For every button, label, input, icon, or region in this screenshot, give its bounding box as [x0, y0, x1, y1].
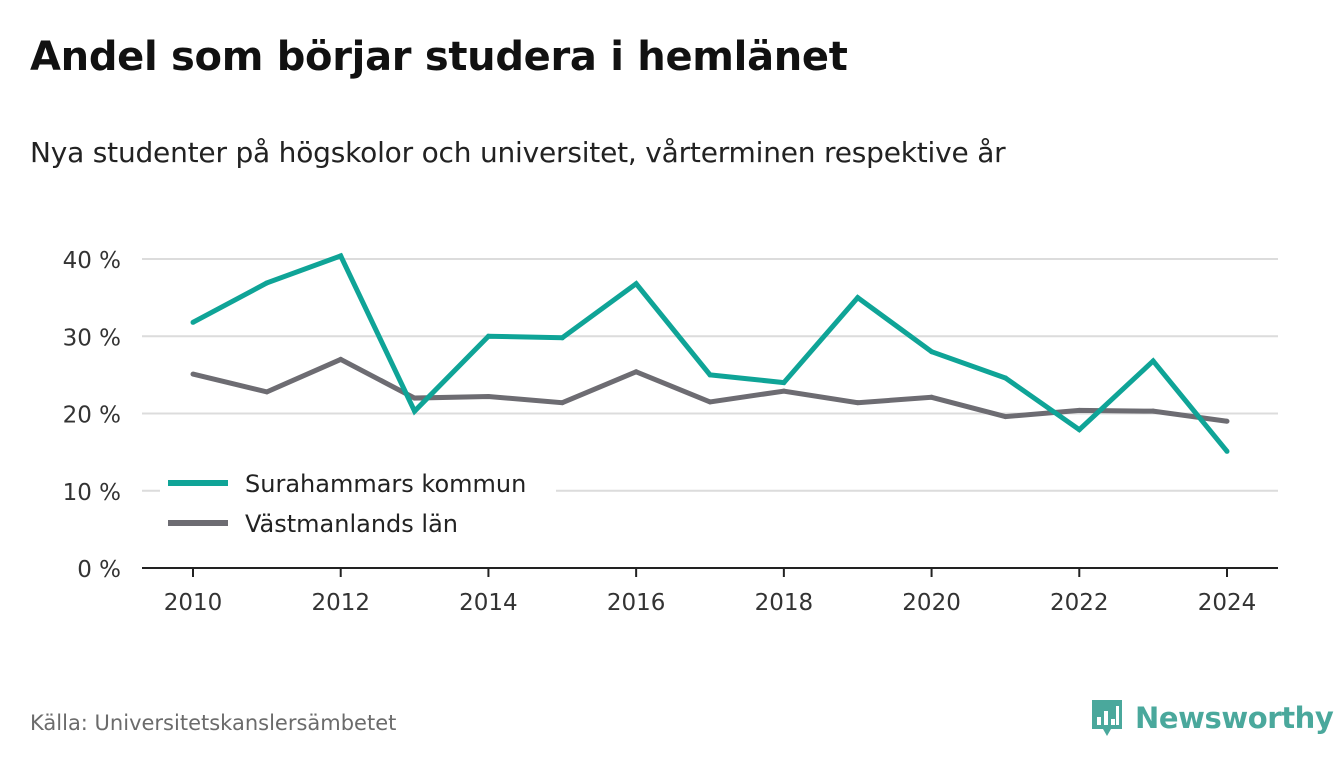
data-point	[190, 319, 196, 325]
data-point	[1224, 448, 1230, 454]
y-tick-label: 40 %	[63, 248, 121, 274]
legend: Surahammars kommun Västmanlands län	[160, 463, 556, 549]
x-tick-label: 2014	[459, 590, 518, 616]
data-point	[485, 333, 491, 339]
x-tick-label: 2018	[755, 590, 814, 616]
y-tick-label: 0 %	[77, 557, 121, 583]
series-line-0	[191, 252, 1229, 453]
chart-title: Andel som börjar studera i hemlänet	[30, 34, 848, 80]
data-point	[264, 389, 270, 395]
data-point	[1076, 427, 1082, 433]
data-point	[707, 399, 713, 405]
data-point	[855, 400, 861, 406]
y-tick-label: 30 %	[63, 325, 121, 351]
x-tick-label: 2020	[902, 590, 961, 616]
data-point	[190, 371, 196, 377]
x-tick-label: 2022	[1050, 590, 1109, 616]
data-point	[707, 372, 713, 378]
data-point	[633, 281, 639, 287]
y-tick-label: 10 %	[63, 480, 121, 506]
brand-logo[interactable]: Newsworthy	[1089, 697, 1334, 739]
data-point	[781, 380, 787, 386]
data-point	[1002, 414, 1008, 420]
x-tick-label: 2016	[607, 590, 666, 616]
series-lines	[190, 252, 1230, 454]
data-point	[1002, 375, 1008, 381]
data-point	[929, 349, 935, 355]
series-line-1	[192, 356, 1228, 424]
data-point	[559, 400, 565, 406]
data-point	[412, 395, 418, 401]
data-point	[485, 394, 491, 400]
data-point	[1150, 408, 1156, 414]
data-point	[1076, 407, 1082, 413]
x-tick-label: 2010	[164, 590, 223, 616]
y-tick-label: 20 %	[63, 403, 121, 429]
data-point	[1224, 418, 1230, 424]
data-point	[1150, 358, 1156, 364]
newsworthy-logo-icon	[1092, 700, 1122, 736]
legend-label: Surahammars kommun	[245, 470, 526, 498]
data-point	[338, 253, 344, 259]
x-tick-label: 2012	[311, 590, 370, 616]
legend-background	[160, 463, 556, 549]
legend-label: Västmanlands län	[245, 510, 458, 538]
data-point	[412, 408, 418, 414]
data-point	[855, 295, 861, 301]
x-tick-label: 2024	[1198, 590, 1257, 616]
data-point	[264, 280, 270, 286]
data-point	[633, 369, 639, 375]
data-point	[338, 356, 344, 362]
source-note: Källa: Universitetskanslersämbetet	[30, 711, 397, 735]
data-point	[781, 388, 787, 394]
axes: 0 % 10 % 20 % 30 % 40 % 2010 2012 2014 2016 2018 2…	[63, 248, 1278, 616]
chart-subtitle: Nya studenter på högskolor och universit…	[30, 136, 1006, 169]
data-point	[929, 394, 935, 400]
brand-name: Newsworthy	[1135, 701, 1334, 735]
data-point	[559, 335, 565, 341]
